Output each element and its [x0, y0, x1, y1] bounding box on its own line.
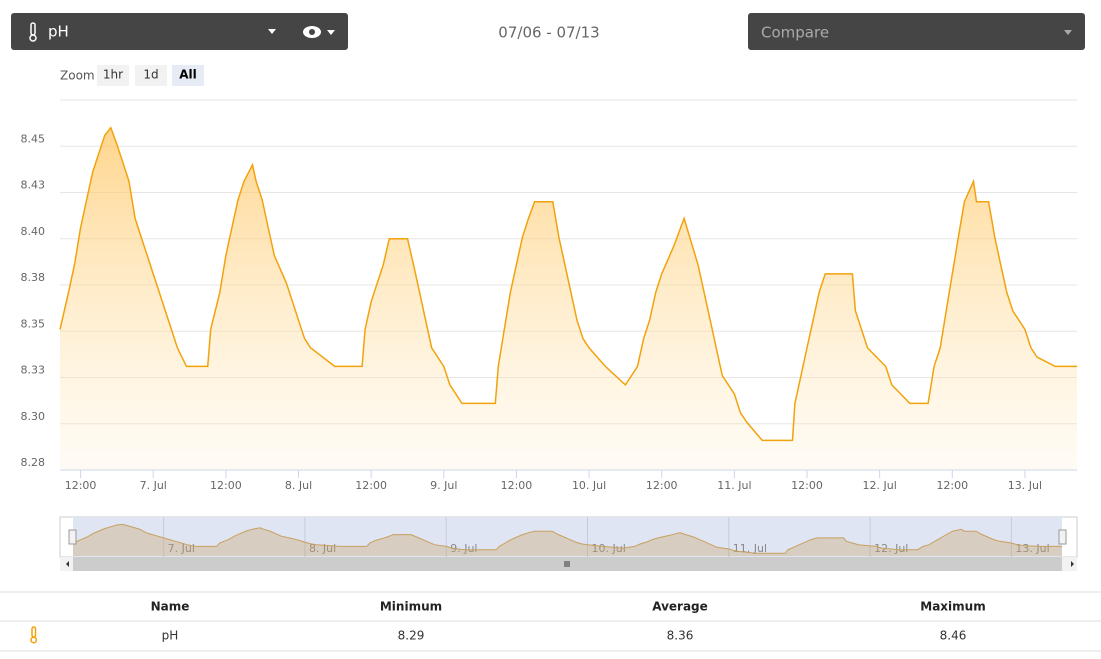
y-tick-label: 8.43 — [21, 179, 46, 192]
table-header: Maximum — [920, 600, 985, 614]
x-tick-label: 8. Jul — [285, 479, 312, 492]
dropdown-caret — [1064, 30, 1072, 35]
area — [60, 127, 1077, 470]
compare-dropdown[interactable] — [748, 13, 1085, 50]
y-tick-label: 8.40 — [21, 225, 46, 238]
zoom-button-label[interactable]: 1d — [143, 68, 158, 82]
navigator-label: 9. Jul — [450, 542, 477, 555]
y-tick-label: 8.33 — [21, 364, 46, 377]
navigator-handle[interactable] — [68, 529, 77, 545]
zoom-button-active[interactable] — [172, 65, 204, 86]
table-header: Minimum — [380, 600, 442, 614]
table-cell: 8.46 — [940, 629, 967, 643]
x-tick-label: 7. Jul — [140, 479, 167, 492]
x-tick-label: 12:00 — [936, 479, 968, 492]
thermometer-icon — [29, 22, 37, 42]
table-cell: 8.29 — [398, 629, 425, 643]
eye-icon[interactable] — [303, 26, 335, 38]
date-range[interactable]: 07/06 - 07/13 — [498, 24, 599, 42]
x-tick-label: 11. Jul — [717, 479, 751, 492]
x-tick-label: 13. Jul — [1008, 479, 1042, 492]
y-tick-label: 8.28 — [21, 456, 46, 469]
y-tick-label: 8.45 — [21, 132, 46, 145]
line — [72, 523, 1062, 554]
line — [59, 126, 1077, 442]
zoom-button-label[interactable]: 1hr — [103, 68, 123, 82]
x-tick-label: 9. Jul — [430, 479, 457, 492]
compare-label: Compare — [761, 24, 829, 42]
sensor-dropdown[interactable] — [11, 13, 348, 50]
x-tick-label: 12:00 — [210, 479, 242, 492]
zoom-button-label[interactable]: All — [179, 68, 197, 82]
y-tick-label: 8.38 — [21, 271, 46, 284]
zoom-button[interactable] — [135, 65, 167, 86]
area — [73, 524, 1062, 556]
y-tick-label: 8.30 — [21, 410, 46, 423]
y-tick-label: 8.35 — [21, 317, 46, 330]
zoom-button[interactable] — [97, 65, 129, 86]
navigator-handle[interactable] — [1058, 529, 1067, 545]
x-tick-label: 12. Jul — [863, 479, 897, 492]
x-tick-label: 12:00 — [791, 479, 823, 492]
zoom-label: Zoom — [60, 69, 95, 83]
x-tick-label: 10. Jul — [572, 479, 606, 492]
table-header: Name — [151, 600, 190, 614]
navigator-selection[interactable] — [73, 517, 1062, 557]
dropdown-caret — [268, 29, 276, 34]
table-cell: pH — [162, 629, 179, 643]
table-header: Average — [652, 600, 708, 614]
x-tick-label: 12:00 — [65, 479, 97, 492]
x-tick-label: 12:00 — [646, 479, 678, 492]
x-tick-label: 12:00 — [501, 479, 533, 492]
sensor-name: pH — [48, 23, 69, 41]
thermometer-icon — [30, 626, 38, 644]
scroll-grip — [564, 561, 570, 567]
x-tick-label: 12:00 — [355, 479, 387, 492]
navigator-label: 10. Jul — [592, 542, 626, 555]
table-cell: 8.36 — [667, 629, 694, 643]
